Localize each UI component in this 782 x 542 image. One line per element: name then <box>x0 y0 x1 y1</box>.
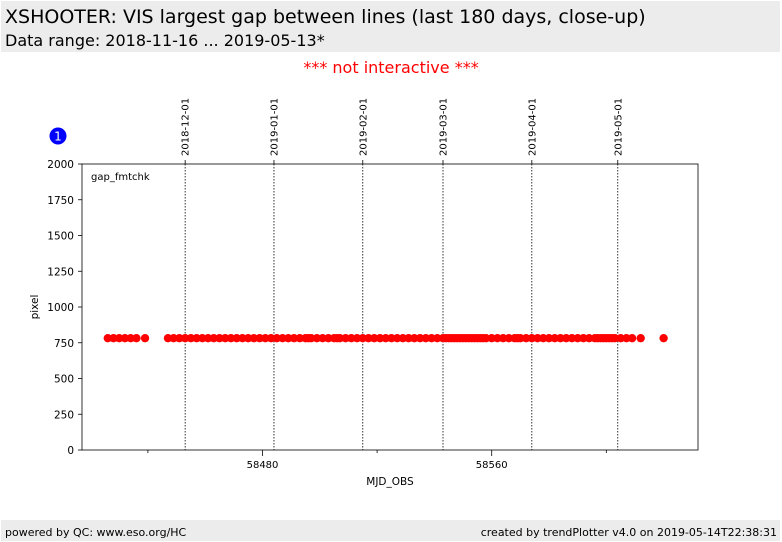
series-annotation: gap_fmtchk <box>91 172 150 183</box>
y-tick-label: 1000 <box>47 302 74 314</box>
badge-number: 1 <box>54 130 62 144</box>
date-marker-label: 2019-03-01 <box>439 98 450 156</box>
x-tick-label: 58560 <box>476 460 508 471</box>
date-marker-label: 2019-02-01 <box>358 98 369 156</box>
data-point <box>627 333 637 343</box>
not-interactive-notice: *** not interactive *** <box>303 58 479 77</box>
y-tick-label: 0 <box>67 445 74 457</box>
date-marker-label: 2019-04-01 <box>527 98 538 156</box>
y-axis-label: pixel <box>29 295 41 320</box>
footer-band: powered by QC: www.eso.org/HC created by… <box>1 520 780 541</box>
footer-created-by: created by trendPlotter v4.0 on 2019-05-… <box>480 526 777 539</box>
x-tick-label: 58480 <box>247 460 279 471</box>
header-band: XSHOOTER: VIS largest gap between lines … <box>1 1 780 52</box>
badge-circle <box>49 127 67 145</box>
plot-area <box>82 164 698 450</box>
date-marker-label: 2019-05-01 <box>613 98 624 156</box>
date-marker-label: 2018-12-01 <box>181 98 192 156</box>
data-point <box>636 333 645 343</box>
date-marker-label: 2019-01-01 <box>269 98 280 156</box>
y-tick-label: 2000 <box>47 159 74 171</box>
data-point <box>659 333 668 343</box>
y-tick-label: 1250 <box>47 266 74 278</box>
data-point <box>140 333 150 343</box>
data-point <box>132 333 141 343</box>
footer-credit: powered by QC: www.eso.org/HC <box>5 526 187 539</box>
page-title: XSHOOTER: VIS largest gap between lines … <box>5 6 646 28</box>
y-tick-label: 1500 <box>47 231 74 243</box>
data-range-subtitle: Data range: 2018-11-16 ... 2019-05-13* <box>5 31 325 50</box>
y-tick-label: 250 <box>54 409 74 421</box>
y-tick-label: 750 <box>54 338 74 350</box>
y-tick-label: 1750 <box>47 195 74 207</box>
y-tick-label: 500 <box>54 374 74 386</box>
x-axis-label: MJD_OBS <box>366 476 414 488</box>
